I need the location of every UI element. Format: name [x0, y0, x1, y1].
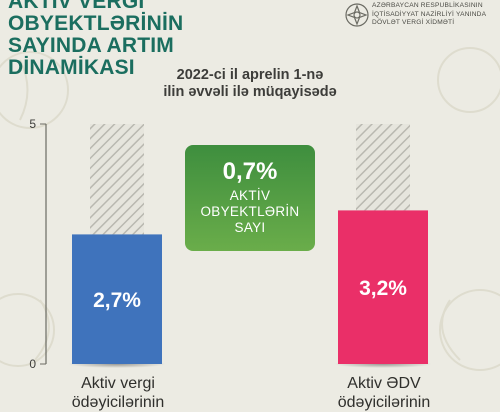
bar-track-aktiv-edv — [356, 124, 410, 211]
category-sublabel-aktiv-edv: ödəyicilərinin — [337, 394, 431, 411]
active-objects-value: 0,7% — [222, 158, 278, 185]
bar-value-label-aktiv-edv: 3,2% — [359, 277, 407, 300]
organization-line1: AZƏRBAYCAN RESPUBLİKASININ — [372, 2, 483, 9]
category-label-aktiv-edv: Aktiv ƏDV ödəyicilərinin — [294, 374, 474, 412]
y-tick-label-max: 5 — [29, 117, 36, 131]
bar-value-label-aktiv-vergi: 2,7% — [93, 289, 141, 312]
category-label-aktiv-vergi: Aktiv vergi ödəyicilərinin — [28, 374, 208, 412]
active-objects-label-line1: AKTİV — [229, 188, 271, 203]
active-objects-card: 0,7% AKTİV OBYEKTLƏRİN SAYI — [185, 145, 315, 251]
organization-name: AZƏRBAYCAN RESPUBLİKASININ İQTİSADİYYAT … — [372, 2, 498, 28]
page-title-line1: AKTİV VERGİ OBYEKTLƏRİNİN — [8, 0, 184, 35]
emblem-icon — [345, 3, 369, 27]
page-title: AKTİV VERGİ OBYEKTLƏRİNİN SAYINDA ARTIM … — [8, 0, 298, 79]
bar-track-aktiv-vergi — [90, 124, 144, 235]
bar-aktiv-edv — [338, 210, 428, 364]
active-objects-label-line3: SAYI — [234, 220, 266, 235]
category-label-aktiv-vergi-text: Aktiv vergi — [81, 375, 155, 392]
chart-subtitle: 2022-ci il aprelin 1-nə ilin əvvəli ilə … — [0, 67, 500, 101]
category-sublabel-aktiv-vergi: ödəyicilərinin — [71, 394, 165, 411]
chart-subtitle-line2: ilin əvvəli ilə müqayisədə — [163, 84, 337, 100]
y-tick-label-min: 0 — [29, 357, 36, 371]
category-label-aktiv-edv-text: Aktiv ƏDV — [347, 375, 421, 392]
background-decoration — [0, 47, 500, 371]
chart-subtitle-line1: 2022-ci il aprelin 1-nə — [176, 67, 324, 83]
page-title-line2: SAYINDA ARTIM DİNAMİKASI — [8, 34, 174, 79]
bar-aktiv-vergi — [72, 234, 162, 364]
active-objects-label-line2: OBYEKTLƏRİN — [200, 204, 300, 219]
organization-line3: DÖVLƏT VERGİ XİDMƏTİ — [372, 19, 455, 27]
bar-chart: 5 0 2,7% 3,2% — [29, 117, 432, 371]
organization-line2: İQTİSADİYYAT NAZİRLİYİ YANINDA — [372, 10, 487, 18]
